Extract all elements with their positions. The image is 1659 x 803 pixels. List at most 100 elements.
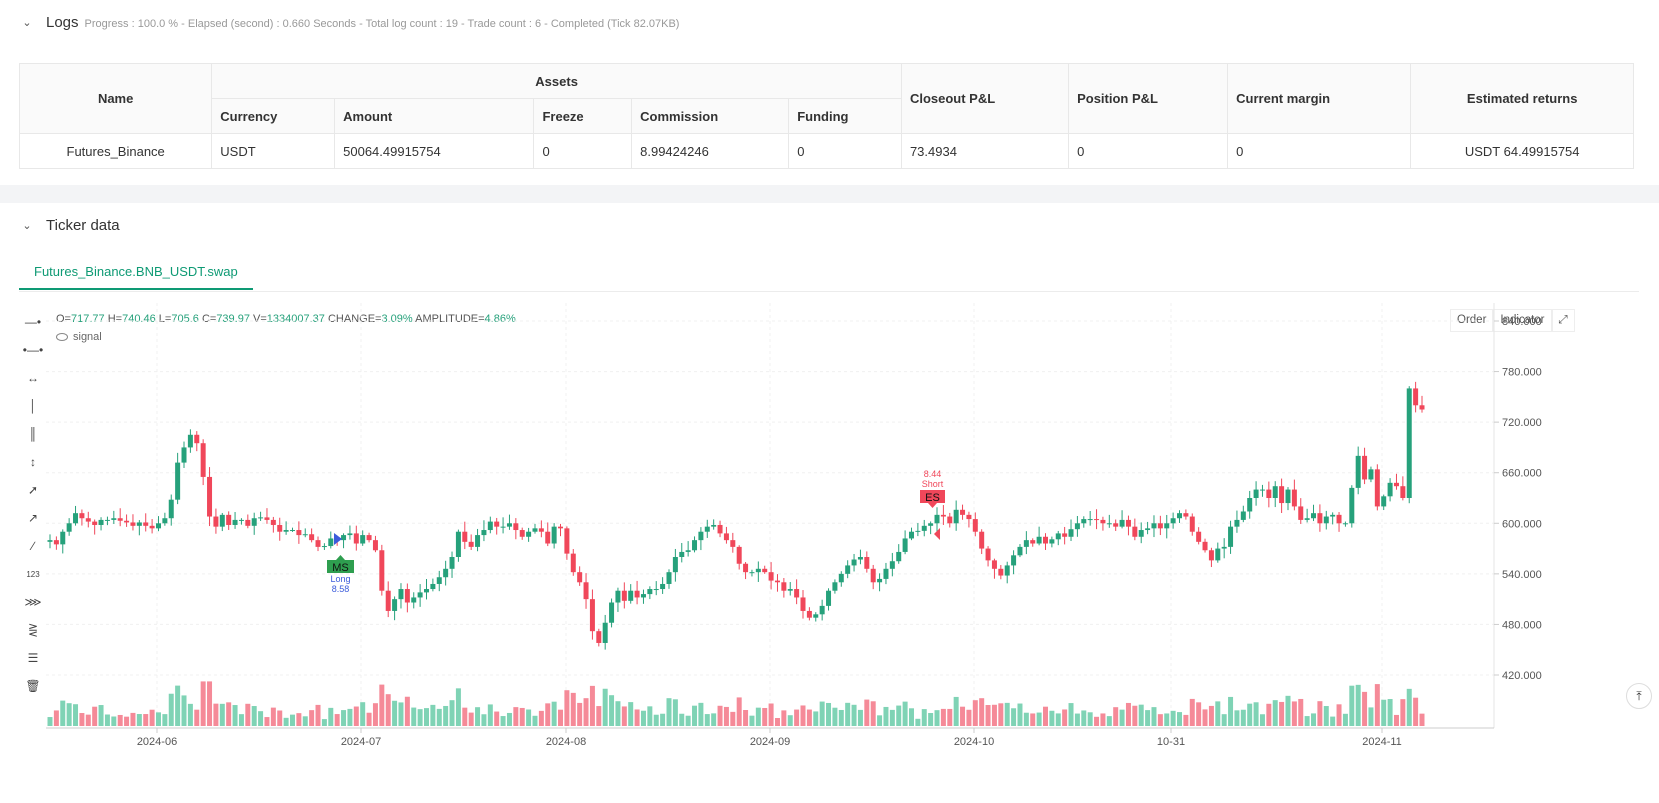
tab-bnb-usdt[interactable]: Futures_Binance.BNB_USDT.swap (19, 255, 253, 290)
volume-bar (130, 712, 136, 726)
volume-bar (379, 684, 385, 726)
table-row: Futures_Binance USDT 50064.49915754 0 8.… (18, 133, 1634, 169)
volume-bar (1151, 707, 1157, 726)
pitchfork-icon[interactable]: ⋛ (27, 623, 39, 637)
candle-body (806, 610, 812, 618)
candle-body (1157, 523, 1163, 529)
volume-bar (162, 714, 168, 726)
candle-body (1132, 526, 1138, 537)
candle-body (513, 523, 519, 531)
scroll-top-icon[interactable]: ⤒ (1626, 683, 1652, 709)
candle-body (1138, 530, 1144, 537)
volume-bar (296, 713, 302, 726)
vertical-segment-icon[interactable]: ║ (28, 427, 38, 441)
fullscreen-icon[interactable]: ⤢ (1551, 309, 1575, 332)
c-label: C= (201, 313, 217, 325)
candle-body (1074, 523, 1080, 530)
volume-bar (462, 707, 468, 726)
logs-header[interactable]: ⌄ Logs Progress : 100.0 % - Elapsed (sec… (20, 14, 679, 31)
cell-name: Futures_Binance (18, 133, 213, 169)
volume-bar (506, 712, 512, 726)
fib-levels-icon[interactable]: ☰ (27, 651, 39, 665)
candle-body (175, 462, 181, 500)
candlestick-chart[interactable]: 840.000780.000720.000660.000600.000540.0… (0, 303, 1659, 803)
change-value: 3.09% (381, 313, 413, 325)
candle-body (743, 563, 749, 573)
volume-bar (947, 708, 953, 726)
candle-body (717, 524, 723, 534)
horizontal-ray-icon[interactable]: —• (24, 315, 42, 329)
volume-bar (79, 713, 85, 726)
candle-body (1196, 531, 1202, 542)
volume-bar (321, 719, 327, 726)
volume-bar (1036, 712, 1042, 726)
volume-bar (245, 703, 251, 726)
candle-body (985, 548, 991, 561)
assets-table: Name Assets Closeout P&L Position P&L Cu… (18, 63, 1634, 169)
volume-bar (53, 710, 59, 726)
order-button[interactable]: Order (1450, 309, 1494, 332)
candle-body (934, 514, 940, 524)
chevron-down-icon[interactable]: ⌄ (22, 17, 32, 29)
horizontal-line-icon[interactable]: •—• (22, 343, 44, 357)
candle-body (379, 550, 385, 591)
candle-body (1036, 536, 1042, 544)
volume-bar (1170, 710, 1176, 726)
volume-bar (200, 681, 206, 726)
vertical-arrow-icon[interactable]: ↕ (30, 455, 36, 469)
vertical-line-icon[interactable]: │ (29, 399, 37, 413)
trash-icon[interactable]: 🗑 (25, 679, 41, 693)
signal-legend[interactable]: signal (56, 331, 102, 343)
volume-bar (857, 709, 863, 726)
candle-body (194, 434, 200, 444)
volume-bar (60, 700, 66, 726)
candle-body (1342, 523, 1348, 525)
volume-bar (538, 710, 544, 726)
candle-body (1393, 482, 1399, 487)
volume-bar (679, 713, 685, 726)
eye-icon[interactable] (56, 333, 68, 341)
volume-bar (832, 707, 838, 726)
volume-bar (360, 702, 366, 726)
candle-body (277, 524, 283, 532)
ticker-header[interactable]: ⌄ Ticker data (20, 217, 119, 234)
candle-body (1336, 514, 1342, 524)
trend-line-icon[interactable]: ➚ (27, 483, 39, 497)
candle-body (168, 499, 174, 519)
volume-bar (1323, 706, 1329, 726)
volume-bar (819, 701, 825, 726)
ray-line-icon[interactable]: ↗ (27, 511, 39, 525)
candle-body (1081, 519, 1087, 524)
segment-icon[interactable]: ∕ (31, 539, 34, 553)
y-axis: 840.000780.000720.000660.000600.000540.0… (1493, 303, 1542, 728)
candle-body (1004, 565, 1010, 576)
parallel-channel-icon[interactable]: ⋙ (24, 595, 42, 609)
volume-bar (98, 705, 104, 726)
volume-bar (417, 709, 423, 726)
candle-body (1183, 513, 1189, 517)
chevron-down-icon[interactable]: ⌄ (22, 220, 32, 232)
candle-body (972, 519, 978, 532)
extended-line-icon[interactable]: ↔ (27, 371, 39, 385)
volume-bar (258, 711, 264, 726)
volume-bar (596, 706, 602, 726)
candle-body (1253, 489, 1259, 498)
indicator-button[interactable]: Indicator (1493, 309, 1552, 332)
candle-body (660, 583, 666, 590)
chart-area[interactable]: —• •—• ↔ │ ║ ↕ ➚ ↗ ∕ 123 ⋙ ⋛ ☰ 🗑 O=717.7… (0, 303, 1659, 803)
candle-body (309, 534, 315, 541)
volume-bar (449, 700, 455, 726)
volume-bar (519, 707, 525, 726)
candle-body (251, 518, 257, 526)
volume-bar (1164, 713, 1170, 726)
price-label-icon[interactable]: 123 (26, 569, 40, 579)
candle-body (315, 540, 321, 547)
candle-body (864, 557, 870, 569)
candle-body (762, 568, 768, 573)
candle-body (1023, 540, 1029, 547)
y-tick-label: 540.000 (1502, 569, 1542, 581)
candle-body (960, 509, 966, 515)
candle-body (360, 535, 366, 544)
volume-bar (181, 695, 187, 726)
